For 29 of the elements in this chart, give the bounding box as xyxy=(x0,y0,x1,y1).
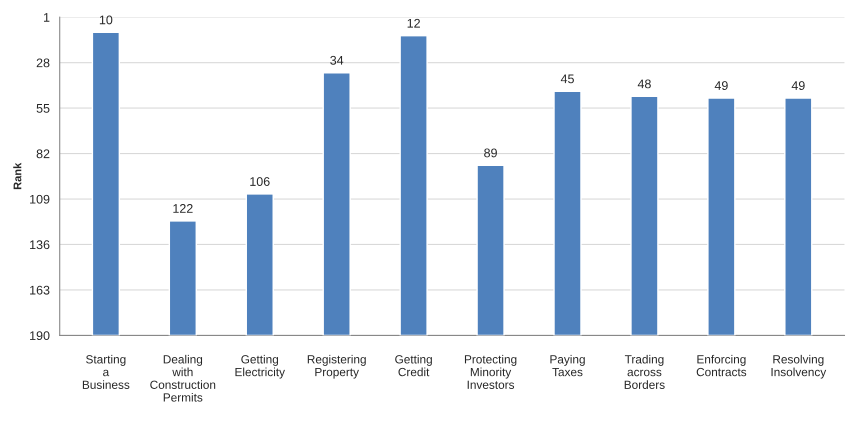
x-tick-label: Protecting Minority Investors xyxy=(464,354,516,389)
x-tick-label: Trading across Borders xyxy=(624,354,665,389)
data-label: 10 xyxy=(100,15,112,24)
x-tick-label: Dealing with Construction Permits xyxy=(150,354,216,402)
x-tick-label: Starting a Business xyxy=(82,354,130,389)
x-tick-label: Registering Property xyxy=(308,354,366,379)
x-tick-label: Resolving Insolvency xyxy=(772,354,826,379)
data-label: 48 xyxy=(638,79,651,88)
data-label: 34 xyxy=(330,56,344,65)
y-tick-label: 1 xyxy=(44,13,50,22)
data-label: 106 xyxy=(250,177,270,186)
x-tick-label: Paying Taxes xyxy=(550,354,585,376)
data-label: 45 xyxy=(560,74,574,84)
data-label: 49 xyxy=(714,81,728,90)
x-tick-label: Getting Credit xyxy=(395,354,432,376)
y-tick-label: 55 xyxy=(36,104,50,113)
y-tick-label: 28 xyxy=(36,58,50,68)
y-tick-label: 136 xyxy=(30,240,50,250)
data-label: 122 xyxy=(173,204,193,213)
y-axis-title: Rank xyxy=(13,162,22,190)
x-tick-label: Getting Electricity xyxy=(235,354,285,379)
y-tick-label: 190 xyxy=(30,331,50,340)
data-label: 89 xyxy=(484,148,497,158)
y-tick-label: 163 xyxy=(30,286,50,295)
y-tick-label: 82 xyxy=(36,149,50,158)
data-label: 49 xyxy=(792,81,805,90)
x-tick-label: Enforcing Contracts xyxy=(696,354,746,376)
data-label: 12 xyxy=(408,18,420,28)
y-tick-label: 109 xyxy=(30,194,50,204)
